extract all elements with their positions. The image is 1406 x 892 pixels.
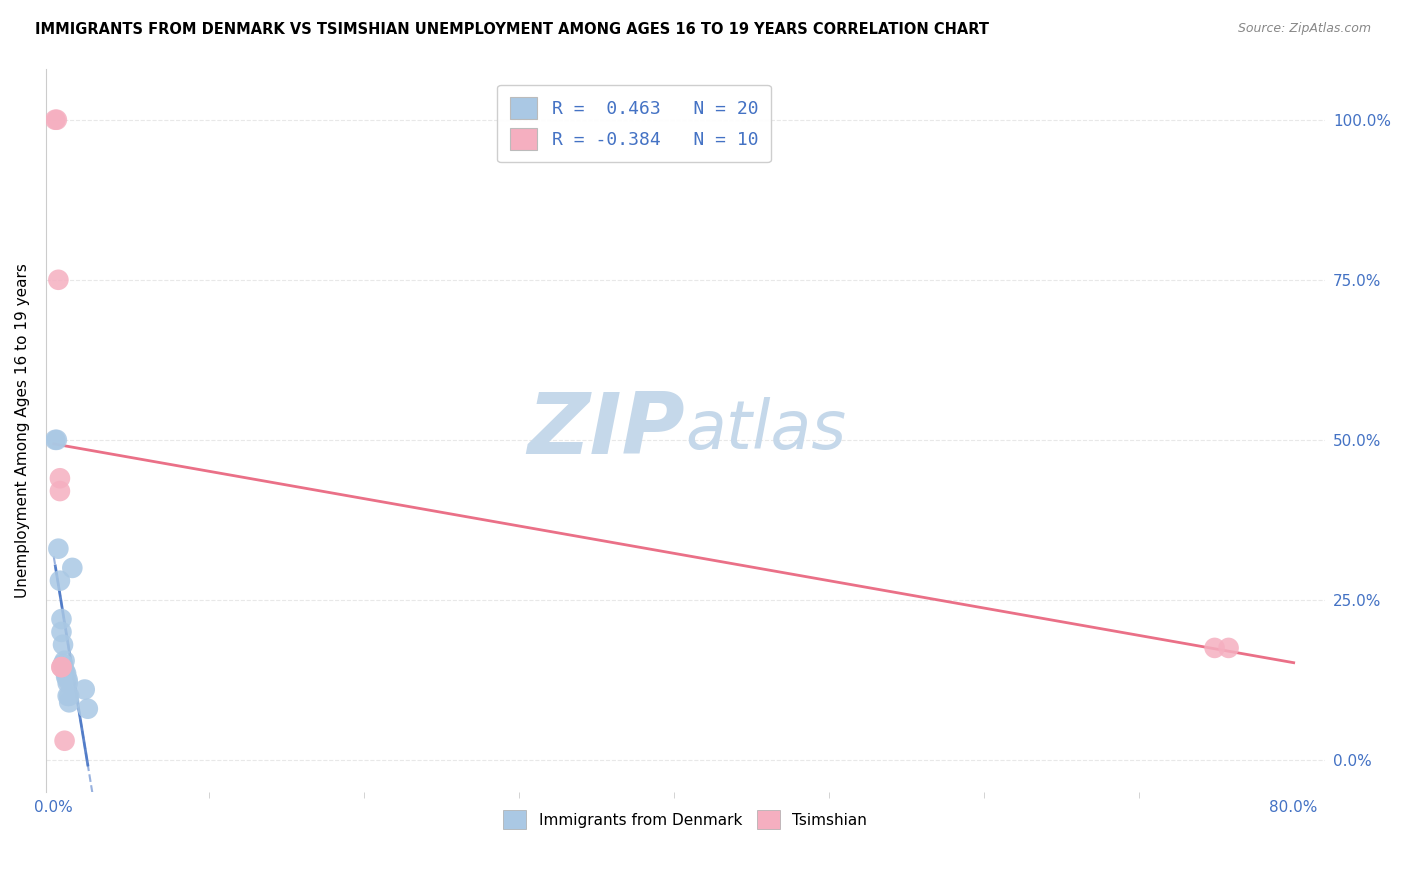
- Point: [48, 273, 70, 287]
- Point: [52, 657, 75, 671]
- Point: [60, 561, 83, 575]
- Point: [55, 670, 77, 684]
- Text: IMMIGRANTS FROM DENMARK VS TSIMSHIAN UNEMPLOYMENT AMONG AGES 16 TO 19 YEARS CORR: IMMIGRANTS FROM DENMARK VS TSIMSHIAN UNE…: [35, 22, 990, 37]
- Point: [49, 484, 72, 499]
- Point: [1218, 640, 1240, 655]
- Point: [52, 638, 75, 652]
- Point: [53, 663, 76, 677]
- Point: [55, 666, 77, 681]
- Point: [48, 541, 70, 556]
- Point: [51, 660, 73, 674]
- Point: [58, 689, 80, 703]
- Point: [51, 612, 73, 626]
- Point: [49, 574, 72, 588]
- Point: [76, 702, 98, 716]
- Point: [45, 112, 67, 127]
- Point: [45, 433, 67, 447]
- Point: [51, 624, 73, 639]
- Point: [44, 433, 66, 447]
- Point: [56, 673, 79, 687]
- Point: [53, 733, 76, 747]
- Point: [49, 471, 72, 485]
- Point: [44, 112, 66, 127]
- Y-axis label: Unemployment Among Ages 16 to 19 years: Unemployment Among Ages 16 to 19 years: [15, 263, 30, 598]
- Point: [58, 695, 80, 709]
- Point: [56, 676, 79, 690]
- Text: atlas: atlas: [685, 397, 846, 463]
- Point: [73, 682, 96, 697]
- Point: [56, 689, 79, 703]
- Point: [51, 660, 73, 674]
- Text: ZIP: ZIP: [527, 389, 685, 472]
- Point: [53, 654, 76, 668]
- Legend: Immigrants from Denmark, Tsimshian: Immigrants from Denmark, Tsimshian: [498, 804, 873, 835]
- Text: Source: ZipAtlas.com: Source: ZipAtlas.com: [1237, 22, 1371, 36]
- Point: [1204, 640, 1226, 655]
